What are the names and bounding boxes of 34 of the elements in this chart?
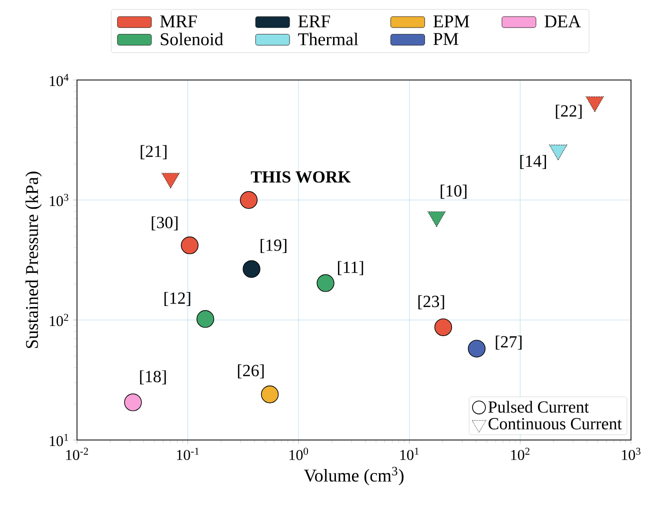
y-axis-title: Sustained Pressure (kPa)	[25, 172, 42, 348]
legend-label: MRF	[160, 15, 197, 28]
legend-label: EPM	[433, 15, 470, 28]
legend-label: Solenoid	[160, 32, 224, 46]
annotation: [10]	[440, 184, 466, 199]
x-tick-label: 10$^{1}$	[400, 448, 419, 460]
legend-label: PM	[433, 33, 458, 45]
legend-label: Thermal	[298, 32, 358, 46]
annotation: Pulsed Current	[488, 400, 589, 413]
x-tick-label: 10$^{0}$	[290, 448, 308, 460]
x-tick-label: 10$^{-2}$	[66, 448, 88, 460]
y-tick-label: 10$^{4}$	[50, 74, 69, 86]
annotation: [30]	[152, 216, 178, 230]
y-tick-label: 10$^{1}$	[50, 434, 68, 446]
annotation: [21]	[140, 145, 166, 160]
y-tick-label: 10$^{3}$	[50, 194, 68, 206]
annotation: [22]	[556, 104, 582, 119]
y-tick-label: 10$^{2}$	[50, 314, 68, 326]
annotation: [27]	[496, 336, 522, 350]
annotation: [12]	[164, 292, 190, 306]
x-tick-label: 10$^{-1}$	[177, 448, 199, 460]
x-tick-label: 10$^{3}$	[622, 448, 640, 460]
legend-label: DEA	[544, 15, 581, 28]
annotation: THIS WORK	[250, 171, 351, 183]
annotation: Continuous Current	[488, 418, 622, 430]
annotation: [23]	[418, 295, 444, 310]
x-tick-label: 10$^{2}$	[511, 448, 530, 460]
annotation: [14]	[520, 154, 546, 170]
annotation: [11]	[338, 261, 364, 276]
annotation: [26]	[238, 364, 264, 378]
annotation: [19]	[260, 239, 286, 254]
legend-label: ERF	[298, 15, 330, 28]
annotation: [18]	[140, 370, 166, 384]
x-axis-title: Volume (cm$^{3}$)	[304, 466, 404, 486]
